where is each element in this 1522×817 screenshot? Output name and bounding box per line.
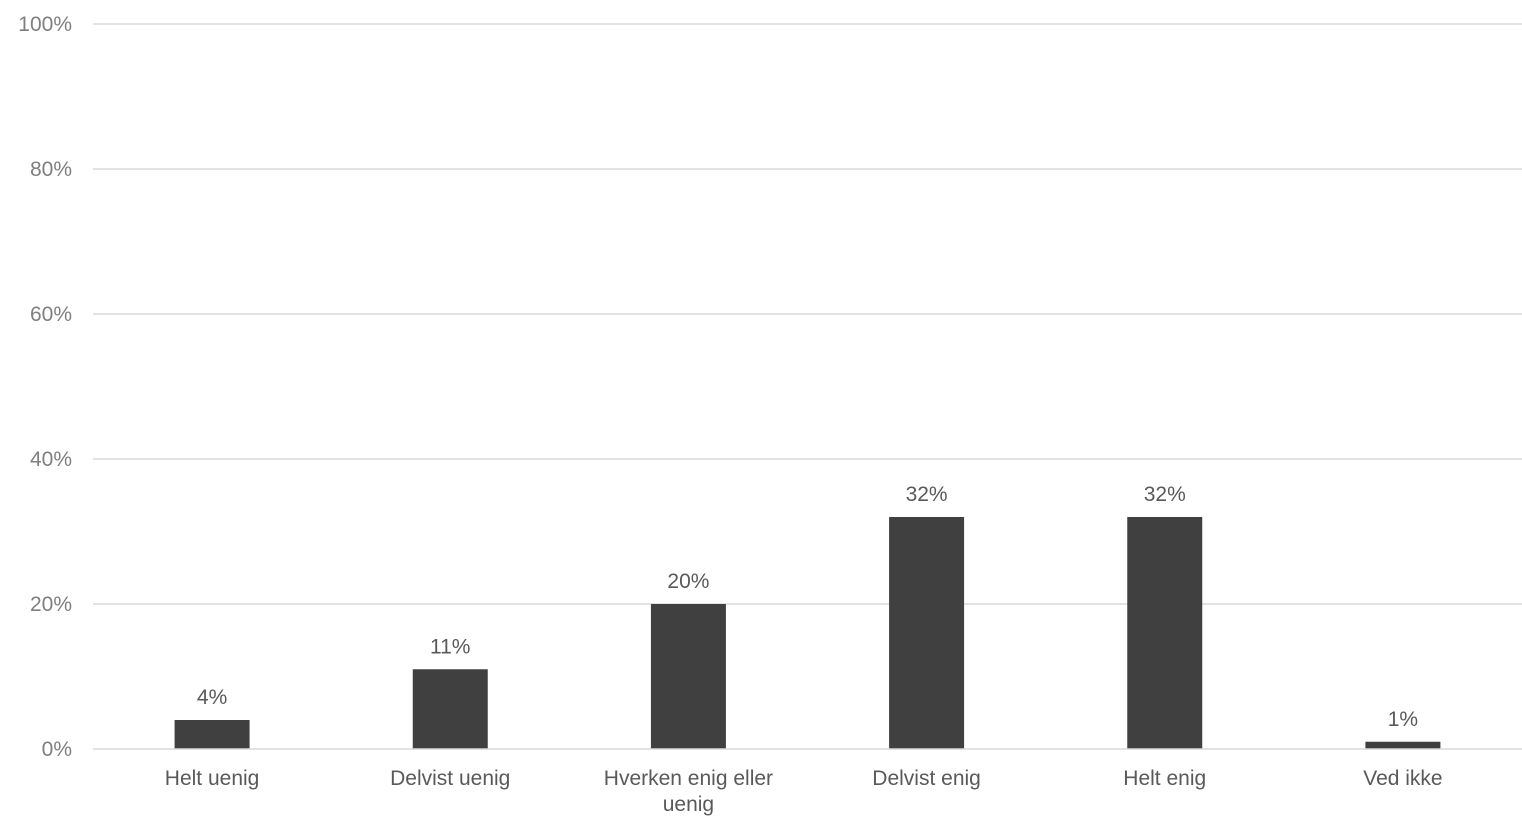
bar [412, 669, 488, 749]
x-tick-label: Delvist uenig [390, 767, 510, 790]
y-axis-ticks: 0% 20% 40% 60% 80% 100% [18, 13, 72, 761]
x-tick-label-line: Hverken enig eller [604, 767, 773, 790]
data-label: 32% [1144, 483, 1186, 506]
bar [1365, 741, 1441, 749]
gridlines [93, 23, 1522, 605]
x-tick-label: Hverken enig eller uenig [604, 767, 773, 816]
y-tick-label: 0% [42, 738, 72, 761]
bar [650, 604, 726, 749]
data-label: 11% [430, 635, 470, 658]
x-tick-label: Ved ikke [1363, 767, 1442, 790]
category-labels: Helt uenig Delvist uenig Hverken enig elle… [165, 767, 1443, 816]
data-label: 20% [667, 570, 709, 593]
x-tick-label-line: Delvist uenig [390, 767, 510, 790]
x-tick-label-line: Helt uenig [165, 767, 260, 790]
data-label: 4% [197, 686, 227, 709]
x-tick-label-line: uenig [663, 793, 714, 816]
x-tick-label: Helt enig [1123, 767, 1206, 790]
data-label: 1% [1388, 708, 1418, 731]
bars [174, 517, 1441, 749]
y-tick-label: 80% [30, 158, 72, 181]
x-tick-label-line: Helt enig [1123, 767, 1206, 790]
x-tick-label: Delvist enig [872, 767, 981, 790]
bar [1127, 517, 1203, 749]
y-tick-label: 100% [18, 13, 72, 36]
data-label: 32% [906, 483, 948, 506]
y-tick-label: 20% [30, 593, 72, 616]
data-labels: 4% 11% 20% 32% 32% 1% [197, 483, 1418, 731]
x-tick-label-line: Ved ikke [1363, 767, 1442, 790]
y-tick-label: 60% [30, 303, 72, 326]
bar [174, 720, 250, 749]
x-tick-label: Helt uenig [165, 767, 260, 790]
y-tick-label: 40% [30, 448, 72, 471]
x-tick-label-line: Delvist enig [872, 767, 981, 790]
bar [889, 517, 965, 749]
